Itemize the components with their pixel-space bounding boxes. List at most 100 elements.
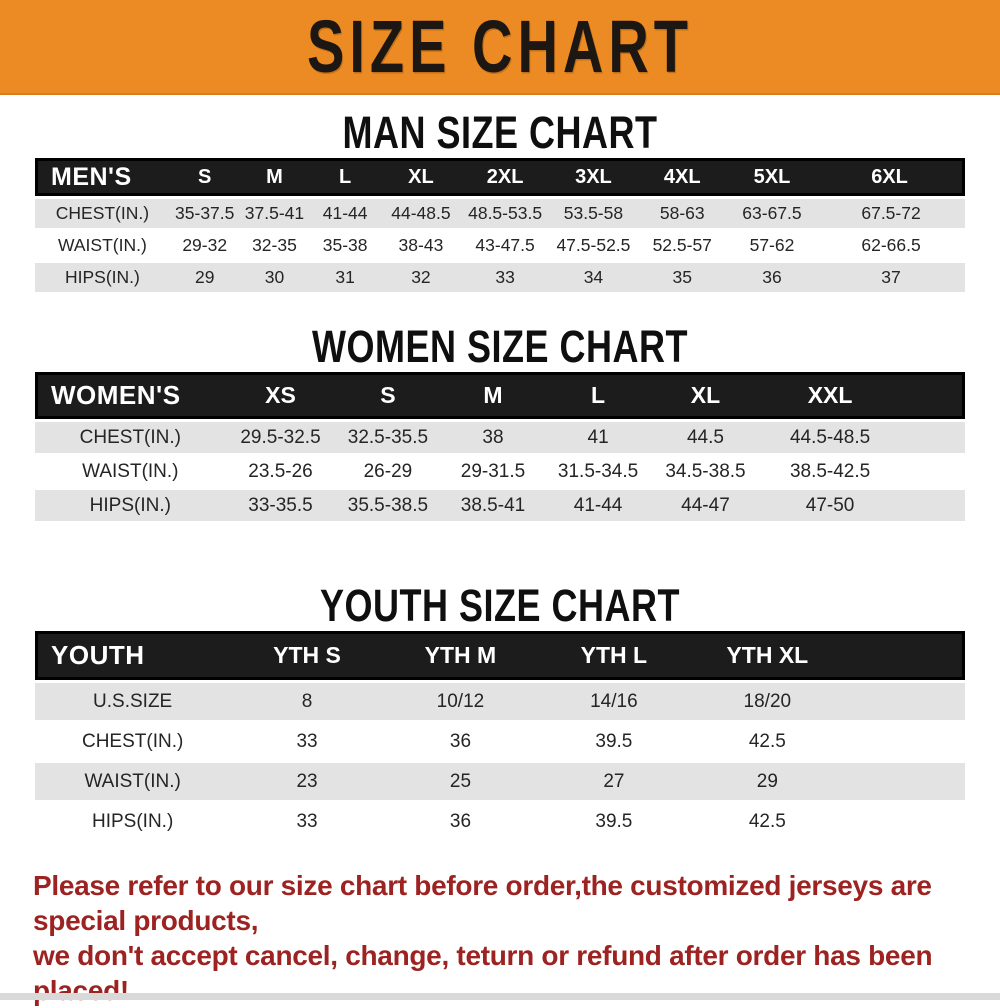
table-row: CHEST(IN.) 35-37.5 37.5-41 41-44 44-48.5 48.5… (35, 199, 965, 228)
size-value: 47-50 (805, 494, 855, 516)
size-value: 36 (449, 730, 472, 752)
size-value: 25 (449, 770, 472, 792)
size-column-header: 6XL (817, 158, 965, 196)
size-value: 34.5-38.5 (665, 460, 746, 482)
size-value: 42.5 (748, 730, 786, 752)
spacer-cell (844, 803, 965, 840)
table-row: U.S.SIZE 8 10/12 14/16 18/20 (35, 683, 965, 720)
spacer-cell (900, 490, 965, 521)
size-value: 52.5-57 (652, 235, 712, 255)
size-value: 32 (411, 267, 431, 287)
table-row: CHEST(IN.) 29.5-32.5 32.5-35.5 38 41 44.5 44.5… (35, 422, 965, 453)
size-column-header: YTH L (537, 631, 691, 680)
size-value: 32.5-35.5 (347, 426, 429, 448)
size-value: 38-43 (398, 235, 444, 255)
size-value: 8 (301, 690, 313, 712)
row-label: WAIST(IN.) (84, 770, 181, 792)
size-value: 44.5 (686, 426, 724, 448)
size-value: 31.5-34.5 (557, 460, 639, 482)
size-value: 42.5 (748, 810, 786, 832)
size-value: 36 (762, 267, 782, 287)
table-row: WAIST(IN.) 23.5-26 26-29 29-31.5 31.5-34.5 34… (35, 456, 965, 487)
size-value: 44.5-48.5 (789, 426, 871, 448)
bottom-bar (0, 993, 1000, 1000)
size-value: 35-38 (322, 235, 368, 255)
size-value: 44-48.5 (391, 203, 451, 223)
size-column-header: S (335, 372, 441, 419)
spacer-cell (900, 422, 965, 453)
size-column-header: L (309, 158, 381, 196)
size-value: 14/16 (590, 690, 638, 712)
size-value: 35-37.5 (175, 203, 235, 223)
size-value: 43-47.5 (475, 235, 535, 255)
men-section-heading: MAN SIZE CHART (0, 107, 1000, 158)
spacer-cell (844, 723, 965, 760)
row-label: CHEST(IN.) (81, 730, 184, 752)
row-label: HIPS(IN.) (89, 494, 171, 516)
row-label: HIPS(IN.) (64, 267, 140, 287)
size-value: 38.5-42.5 (789, 460, 871, 482)
men-section-heading-text: MAN SIZE CHART (342, 106, 658, 158)
size-column-header: S (169, 158, 240, 196)
table-row: WAIST(IN.) 23 25 27 29 (35, 763, 965, 800)
row-label: U.S.SIZE (93, 690, 173, 712)
size-value: 29-32 (182, 235, 228, 255)
table-row: HIPS(IN.) 33-35.5 35.5-38.5 38.5-41 41-44 44-… (35, 490, 965, 521)
size-value: 10/12 (436, 690, 485, 712)
women-size-table: WOMEN'S XS S M L XL XXL CHEST(IN.) 29.5-32.5 32.5… (35, 369, 965, 524)
size-value: 41-44 (322, 203, 368, 223)
table-row: CHEST(IN.) 33 36 39.5 42.5 (35, 723, 965, 760)
size-value: 35.5-38.5 (347, 494, 429, 516)
youth-section-heading-text: YOUTH SIZE CHART (319, 579, 680, 631)
row-label: CHEST(IN.) (55, 203, 150, 223)
spacer-cell (844, 763, 965, 800)
size-value: 38 (482, 426, 504, 448)
size-value: 33 (296, 810, 318, 832)
banner-title: SIZE CHART (307, 4, 693, 89)
spacer-cell (899, 372, 965, 419)
size-value: 26-29 (363, 460, 413, 482)
size-value: 44-47 (681, 494, 730, 516)
size-column-header: XL (380, 158, 461, 196)
size-value: 63-67.5 (742, 203, 802, 223)
size-column-header: YTH XL (690, 631, 845, 680)
size-value: 37 (881, 267, 901, 287)
size-value: 33 (495, 267, 515, 287)
size-value: 29.5-32.5 (240, 426, 321, 448)
youth-size-table: YOUTH YTH S YTH M YTH L YTH XL U.S.SIZE 8 10/12… (35, 628, 965, 843)
table-header-row: WOMEN'S XS S M L XL XXL (35, 372, 965, 419)
row-label: WAIST(IN.) (58, 235, 147, 255)
row-label: HIPS(IN.) (92, 810, 174, 832)
banner: SIZE CHART (0, 0, 1000, 95)
size-value: 32-35 (252, 235, 297, 255)
size-value: 27 (603, 770, 625, 792)
size-value: 33-35.5 (248, 494, 313, 516)
women-section-heading-text: WOMEN SIZE CHART (312, 320, 688, 372)
row-label-header: YOUTH (35, 631, 231, 680)
size-value: 23.5-26 (248, 460, 313, 482)
size-column-header: 5XL (726, 158, 818, 196)
size-value: 47.5-52.5 (556, 235, 631, 255)
size-column-header: 3XL (549, 158, 638, 196)
size-value: 39.5 (595, 730, 633, 752)
women-section-heading: WOMEN SIZE CHART (0, 321, 1000, 372)
spacer-cell (844, 683, 965, 720)
footer-note-line1: Please refer to our size chart before or… (33, 870, 932, 936)
size-value: 41 (587, 426, 609, 448)
size-value: 41-44 (573, 494, 623, 516)
men-size-table: MEN'S S M L XL 2XL 3XL 4XL 5XL 6XL CHEST(IN.) 35-37… (35, 155, 965, 295)
row-label-header: WOMEN'S (35, 372, 226, 419)
spacer-cell (844, 631, 965, 680)
row-label: CHEST(IN.) (79, 426, 181, 448)
size-column-header: M (440, 372, 546, 419)
size-value: 29 (194, 267, 215, 287)
table-header-row: YOUTH YTH S YTH M YTH L YTH XL (35, 631, 965, 680)
size-value: 35 (672, 267, 692, 287)
size-value: 36 (449, 810, 472, 832)
table-row: HIPS(IN.) 29 30 31 32 33 34 35 36 37 (35, 263, 965, 292)
size-column-header: 4XL (637, 158, 727, 196)
size-value: 18/20 (743, 690, 792, 712)
youth-section-heading: YOUTH SIZE CHART (0, 580, 1000, 631)
size-value: 34 (583, 267, 604, 287)
